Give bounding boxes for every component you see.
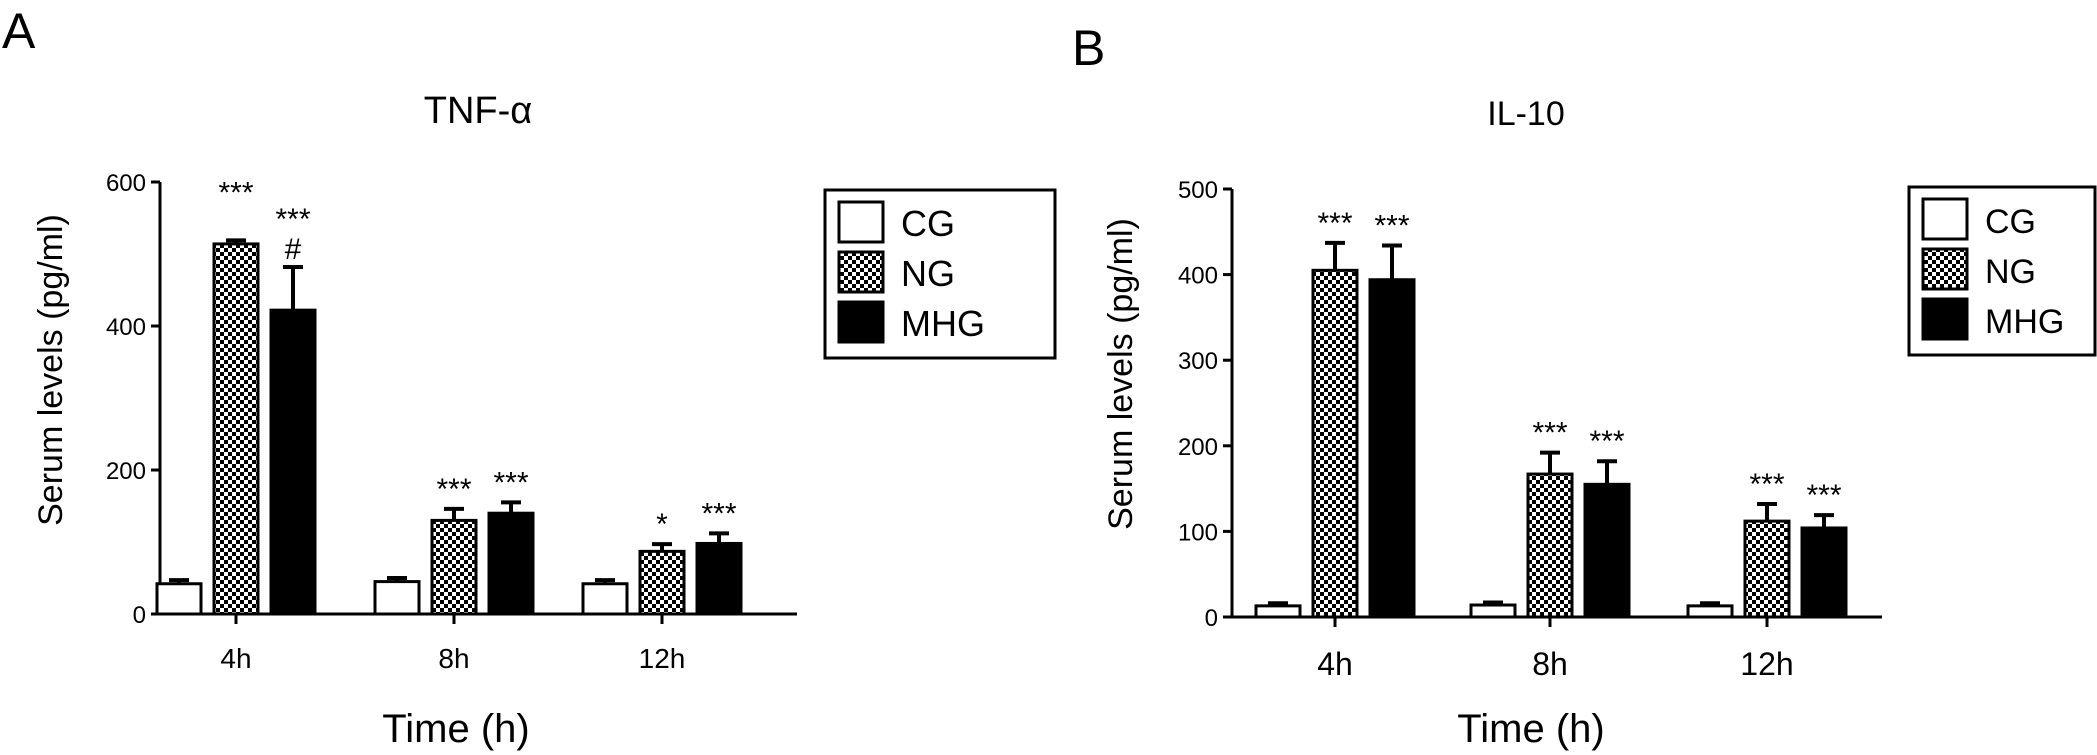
bar-mhg xyxy=(1800,526,1848,619)
panel-a: A TNF-α Serum levels (pg/ml) Time (h) 0 2… xyxy=(2,3,1057,751)
bar-cg xyxy=(1254,604,1302,619)
bar-cg xyxy=(373,580,421,616)
bar-ng xyxy=(430,518,478,616)
significance-marker: *** xyxy=(493,466,528,499)
bar-cg xyxy=(1469,603,1517,619)
panel-label: B xyxy=(1072,20,1105,76)
significance-marker: # xyxy=(285,233,302,266)
significance-marker: *** xyxy=(218,176,253,209)
plot-area: 0 100 200 300 400 500 4h 8h 12h *** *** *** *** *** **… xyxy=(1178,177,1882,682)
bar-cg xyxy=(581,582,629,616)
significance-marker: *** xyxy=(1589,425,1624,458)
legend-swatch-ng xyxy=(1921,247,1969,291)
significance-marker: *** xyxy=(1806,479,1841,512)
chart-title: TNF-α xyxy=(424,90,533,132)
y-axis-label: Serum levels (pg/ml) xyxy=(32,214,70,526)
significance-marker: *** xyxy=(275,203,310,236)
bar-mhg xyxy=(1368,278,1416,619)
bar-ng xyxy=(638,549,686,616)
x-tick-label: 12h xyxy=(639,643,686,674)
legend-label: CG xyxy=(901,203,955,244)
y-tick-label: 300 xyxy=(1178,348,1218,375)
bar-cg xyxy=(1686,604,1734,619)
legend-label: CG xyxy=(1985,203,2036,241)
legend-swatch-ng xyxy=(837,250,885,294)
y-tick-label: 600 xyxy=(106,170,146,197)
x-tick-label: 4h xyxy=(220,643,251,674)
significance-marker: *** xyxy=(436,473,471,506)
bar-cg xyxy=(155,582,203,616)
y-tick-label: 500 xyxy=(1178,177,1218,204)
legend-label: MHG xyxy=(901,303,985,344)
bar-mhg xyxy=(269,308,317,616)
bar-ng xyxy=(1311,268,1359,619)
bar-ng xyxy=(1743,519,1791,619)
y-tick-label: 400 xyxy=(106,314,146,341)
bar-mhg xyxy=(487,511,535,616)
y-axis-label: Serum levels (pg/ml) xyxy=(1102,218,1140,530)
significance-marker: *** xyxy=(1749,468,1784,501)
legend-label: NG xyxy=(901,253,955,294)
legend-swatch-mhg xyxy=(837,300,885,344)
y-tick-label: 100 xyxy=(1178,519,1218,546)
y-tick-label: 0 xyxy=(1205,605,1218,632)
bar-ng xyxy=(1526,472,1574,619)
x-axis-label: Time (h) xyxy=(382,707,529,751)
y-tick-label: 400 xyxy=(1178,263,1218,290)
x-tick-label: 12h xyxy=(1740,646,1793,682)
significance-marker: * xyxy=(656,508,668,541)
legend: CG NG MHG xyxy=(823,188,1057,360)
bar-mhg xyxy=(695,541,743,616)
y-tick-label: 200 xyxy=(1178,434,1218,461)
legend-label: MHG xyxy=(1985,303,2064,341)
panel-label: A xyxy=(2,3,36,59)
bar-ng xyxy=(212,242,260,616)
x-tick-label: 4h xyxy=(1317,646,1353,682)
legend-label: NG xyxy=(1985,253,2036,291)
chart-title: IL-10 xyxy=(1487,95,1565,133)
bar-mhg xyxy=(1583,482,1631,619)
x-tick-label: 8h xyxy=(1532,646,1568,682)
legend-swatch-cg xyxy=(837,200,885,244)
significance-marker: *** xyxy=(1317,207,1352,240)
significance-marker: *** xyxy=(701,497,736,530)
y-tick-label: 200 xyxy=(106,458,146,485)
x-axis-label: Time (h) xyxy=(1457,707,1604,751)
y-tick-label: 0 xyxy=(133,602,146,629)
panel-b: B IL-10 Serum levels (pg/ml) Time (h) 0 1… xyxy=(1072,20,2097,751)
x-tick-label: 8h xyxy=(438,643,469,674)
legend-swatch-mhg xyxy=(1921,297,1969,341)
legend-swatch-cg xyxy=(1921,197,1969,241)
significance-marker: *** xyxy=(1532,417,1567,450)
legend: CG NG MHG xyxy=(1907,185,2097,357)
significance-marker: *** xyxy=(1374,209,1409,242)
